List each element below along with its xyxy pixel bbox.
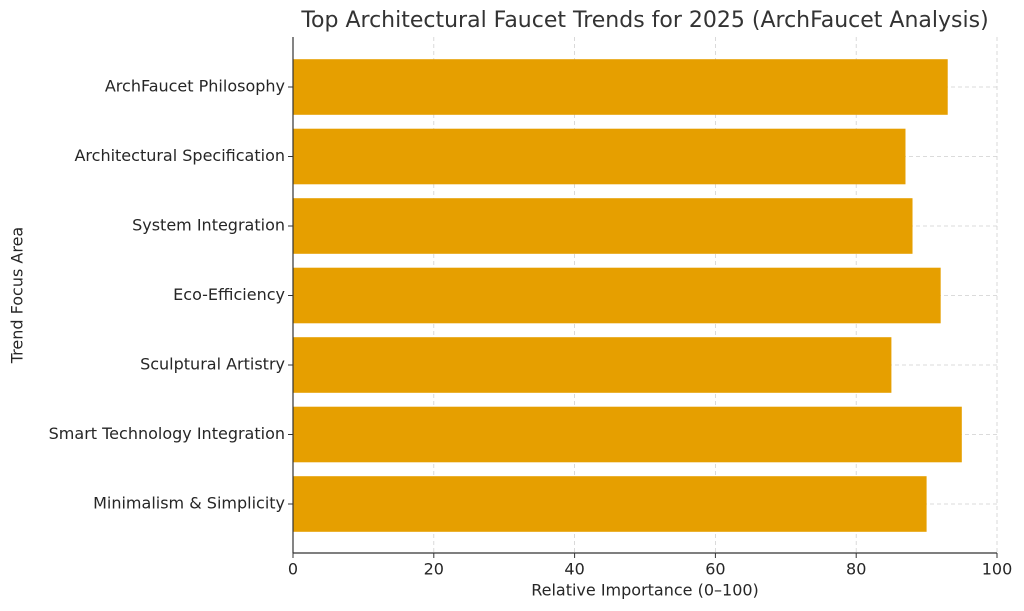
- bar: [293, 476, 927, 532]
- bar: [293, 59, 948, 115]
- y-tick-label: Eco-Efficiency: [173, 285, 285, 304]
- y-tick-label: Smart Technology Integration: [49, 424, 285, 443]
- chart-title: Top Architectural Faucet Trends for 2025…: [300, 8, 988, 33]
- y-tick-label: Minimalism & Simplicity: [93, 494, 285, 513]
- y-tick-label: Sculptural Artistry: [140, 355, 285, 374]
- y-tick-label: System Integration: [132, 216, 285, 235]
- y-axis-label: Trend Focus Area: [8, 227, 27, 364]
- bar: [293, 406, 962, 463]
- bar: [293, 267, 941, 324]
- x-tick-label: 100: [982, 560, 1013, 579]
- bar: [293, 337, 892, 393]
- bar: [293, 128, 906, 185]
- x-tick-label: 0: [288, 560, 298, 579]
- bar: [293, 198, 913, 254]
- x-tick-label: 60: [705, 560, 725, 579]
- x-tick-label: 80: [846, 560, 866, 579]
- x-tick-label: 40: [564, 560, 584, 579]
- x-tick-label: 20: [424, 560, 444, 579]
- y-tick-label: ArchFaucet Philosophy: [105, 77, 285, 96]
- y-tick-label: Architectural Specification: [74, 146, 285, 165]
- x-axis-label: Relative Importance (0–100): [531, 581, 759, 600]
